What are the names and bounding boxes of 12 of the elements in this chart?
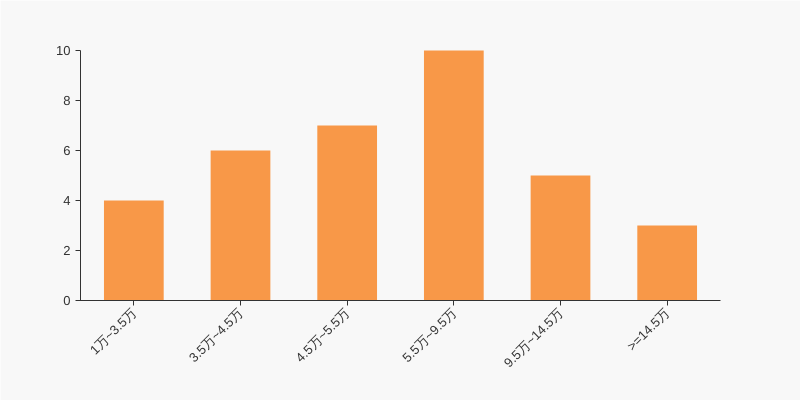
bar xyxy=(530,176,590,300)
y-tick-label: 0 xyxy=(63,293,71,308)
bar xyxy=(317,126,378,300)
bar xyxy=(424,50,484,300)
bar xyxy=(637,226,698,300)
bar xyxy=(210,150,270,300)
y-tick-label: 4 xyxy=(63,193,71,208)
y-tick-label: 8 xyxy=(63,93,71,108)
y-tick-label: 6 xyxy=(63,143,71,158)
bar xyxy=(104,200,164,300)
y-tick-label: 10 xyxy=(56,43,71,58)
y-tick-label: 2 xyxy=(63,243,71,258)
